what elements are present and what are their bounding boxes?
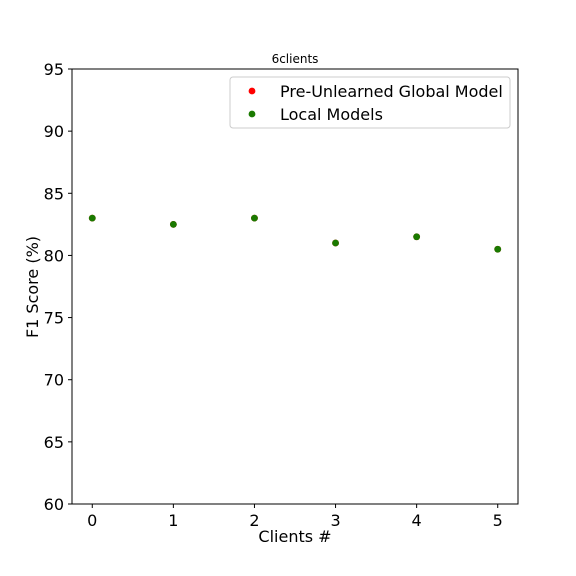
x-axis-label: Clients #: [258, 527, 331, 546]
data-point-series-1: [169, 220, 177, 228]
chart-title: 6clients: [272, 52, 319, 66]
y-tick-label: 95: [44, 60, 64, 79]
legend-label: Pre-Unlearned Global Model: [280, 82, 503, 101]
y-tick-label: 75: [44, 309, 64, 328]
x-axis: 0 1 2 3 4 5: [87, 504, 503, 530]
x-tick-label: 4: [412, 511, 422, 530]
y-tick-label: 80: [44, 246, 64, 265]
legend-box: [229, 76, 511, 129]
y-tick-label: 85: [44, 184, 64, 203]
x-tick-label: 2: [249, 511, 259, 530]
y-axis-label: F1 Score (%): [23, 236, 42, 338]
x-tick-label: 1: [168, 511, 178, 530]
legend: Pre-Unlearned Global Model Local Models: [229, 76, 511, 129]
x-tick-label: 5: [493, 511, 503, 530]
legend-label: Local Models: [280, 105, 383, 124]
data-point-series-1: [494, 245, 502, 253]
data-point-series-1: [332, 239, 339, 247]
y-tick-label: 65: [44, 433, 64, 452]
legend-marker: [248, 87, 256, 95]
y-axis: 60 65 70 75 80 85 90 95: [44, 60, 72, 514]
y-tick-label: 90: [44, 122, 64, 141]
plot-frame: [71, 68, 519, 505]
data-point-series-1: [251, 214, 258, 222]
y-tick-label: 60: [44, 495, 64, 514]
data-point-series-1: [413, 233, 421, 241]
legend-entries: Pre-Unlearned Global Model Local Models: [248, 82, 503, 124]
data-points: [88, 214, 502, 253]
legend-marker: [248, 110, 256, 118]
y-tick-label: 70: [44, 371, 64, 390]
x-tick-label: 0: [87, 511, 97, 530]
data-point-series-1: [88, 214, 96, 222]
x-tick-label: 3: [330, 511, 340, 530]
